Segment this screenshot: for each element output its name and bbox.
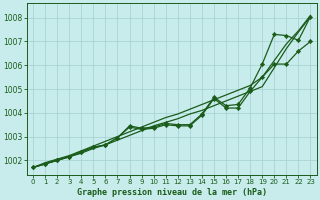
X-axis label: Graphe pression niveau de la mer (hPa): Graphe pression niveau de la mer (hPa) xyxy=(77,188,267,197)
